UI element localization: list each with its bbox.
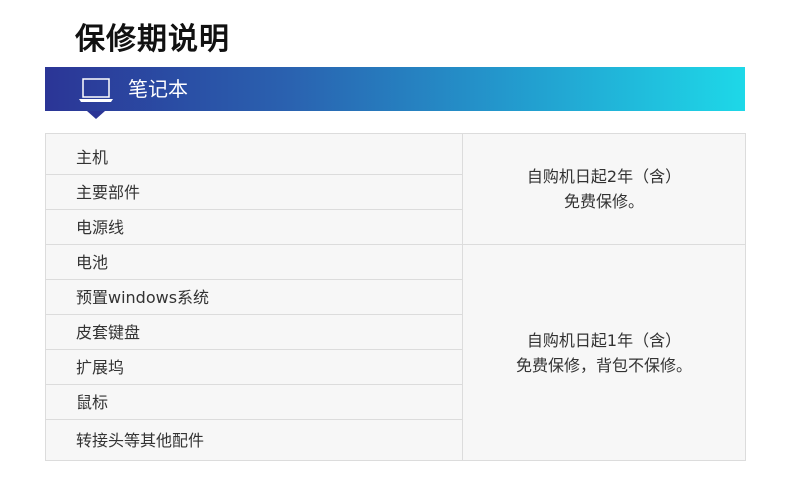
warranty-group-1-year: 自购机日起1年（含） 免费保修，背包不保修。 [463,245,745,460]
warranty-text: 免费保修，背包不保修。 [515,355,692,375]
item-column: 主机 主要部件 电源线 电池 预置windows系统 皮套键盘 扩展坞 鼠标 转… [46,134,463,460]
table-row: 电池 [46,245,462,280]
category-banner: 笔记本 [45,67,745,111]
table-row: 转接头等其他配件 [76,431,205,450]
laptop-icon [79,78,113,102]
table-row: 扩展坞 [46,350,462,385]
table-row: 主要部件 [46,175,462,210]
warranty-text: 免费保修。 [563,192,644,211]
warranty-text: 自购机日起1年（含） [526,330,682,350]
table-row: 电源线 [46,210,462,245]
category-label: 笔记本 [128,77,188,101]
table-row: 皮套键盘 [46,315,462,350]
warranty-text: 自购机日起2年（含） [526,167,682,186]
table-row: 主机 [46,140,462,175]
warranty-group-2-years: 自购机日起2年（含） 免费保修。 [463,134,745,245]
banner-pointer [87,111,105,119]
page-title: 保修期说明 [75,22,230,57]
table-row: 鼠标 [46,385,462,420]
table-row: 预置windows系统 [46,280,462,315]
warranty-table: 主机 主要部件 电源线 电池 预置windows系统 皮套键盘 扩展坞 鼠标 转… [45,133,746,461]
